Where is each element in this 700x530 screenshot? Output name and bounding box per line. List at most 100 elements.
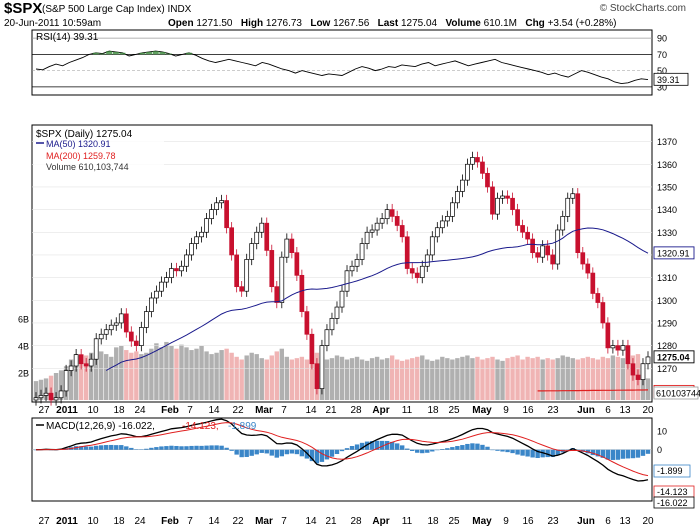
rsi-overbought-fill	[146, 51, 153, 55]
macd-x-tick-label: 23	[547, 516, 559, 527]
candle-body	[540, 245, 546, 258]
candle-body	[98, 333, 104, 340]
macd-x-tick-label: Jun	[577, 516, 595, 527]
candle-body	[485, 172, 490, 188]
candle-body	[645, 356, 651, 365]
volume-bar	[159, 347, 164, 400]
macd-histogram-bar	[214, 445, 219, 450]
volume-bar	[425, 359, 430, 400]
volume-bar	[430, 360, 435, 400]
macd-x-tick-label: 14	[305, 516, 317, 527]
candle-body	[68, 365, 74, 371]
volume-bar	[309, 355, 315, 400]
macd-histogram-bar	[640, 449, 646, 456]
candle-body	[635, 374, 641, 380]
candle-body	[194, 236, 199, 244]
brand-watermark[interactable]: © StockCharts.com	[599, 3, 686, 14]
volume-bar	[139, 354, 144, 400]
candle-body	[409, 268, 415, 274]
price-tick-label: 1280	[657, 341, 677, 351]
macd-histogram-bar	[425, 449, 430, 453]
candle-body	[530, 238, 535, 254]
macd-hist-value-label: -1.899	[657, 466, 683, 476]
volume-bar	[73, 354, 79, 400]
last-price-label: 1275.04	[657, 352, 690, 362]
macd-histogram-bar	[354, 444, 360, 450]
candle-body	[565, 197, 571, 217]
volume-bar	[284, 356, 290, 400]
candle-body	[349, 265, 355, 272]
volume-bar	[119, 346, 124, 400]
macd-histogram-bar	[505, 449, 510, 453]
volume-bar	[334, 355, 340, 400]
volume-value-box	[653, 386, 699, 400]
price-x-tick-label: 13	[619, 405, 631, 416]
candle-body	[630, 363, 636, 376]
volume-tick-label: 2B	[18, 369, 29, 379]
macd-histogram-bar	[279, 449, 285, 457]
macd-histogram-bar	[234, 449, 239, 455]
volume-bar	[515, 355, 520, 400]
macd-histogram-bar	[93, 445, 99, 450]
volume-bar	[269, 355, 274, 400]
candle-body	[510, 197, 515, 210]
macd-histogram-bar	[625, 449, 631, 459]
candle-body	[610, 345, 616, 349]
candle-body	[33, 397, 39, 401]
macd-histogram-bar	[139, 449, 144, 450]
macd-x-tick-label: 18	[113, 516, 125, 527]
rsi-overbought-fill	[119, 52, 126, 55]
rsi-value-label: 39.31	[657, 75, 680, 85]
candle-body	[384, 209, 390, 220]
macd-histogram-bar	[334, 449, 340, 455]
macd-histogram-bar	[174, 445, 179, 450]
candle-body	[475, 157, 480, 163]
volume-bar	[289, 359, 295, 400]
volume-bar	[299, 356, 305, 400]
macd-signal-line	[36, 422, 649, 477]
candle-body	[149, 297, 154, 312]
rsi-tick-label: 50	[657, 66, 667, 76]
macd-histogram-bar	[154, 447, 159, 450]
candle-body	[259, 222, 265, 233]
macd-histogram-bar	[475, 443, 480, 450]
macd-x-tick-label: 7	[187, 516, 193, 527]
macd-histogram-bar	[364, 441, 370, 450]
price-x-tick-label: 25	[448, 405, 460, 416]
macd-histogram-bar	[224, 447, 229, 450]
volume-bar	[329, 358, 335, 400]
quote-summary: Open 1271.50 High 1276.73 Low 1267.56 La…	[168, 18, 617, 29]
macd-x-tick-label: Apr	[372, 516, 389, 527]
macd-histogram-bar	[615, 449, 621, 460]
candle-body	[229, 227, 234, 256]
volume-bar	[590, 358, 596, 400]
candle-body	[605, 322, 611, 349]
volume-bar	[505, 358, 510, 400]
macd-histogram-bar	[545, 449, 550, 458]
volume-bar	[364, 360, 370, 400]
volume-bar	[565, 356, 570, 400]
candle-body	[249, 243, 255, 260]
price-x-tick-label: 14	[305, 405, 317, 416]
candle-body	[118, 313, 124, 324]
macd-histogram-bar	[129, 447, 134, 450]
volume-legend: Volume 610,103,744	[46, 162, 129, 172]
volume-bar	[224, 348, 229, 400]
candle-body	[570, 193, 576, 199]
candle-body	[470, 157, 475, 165]
macd-histogram-bar	[635, 449, 641, 458]
volume-bar	[234, 356, 239, 400]
volume-bar	[555, 358, 560, 400]
macd-legend-label: MACD(12,26,9) -16.022,	[46, 421, 155, 432]
macd-histogram-bar	[179, 446, 184, 450]
candle-body	[53, 397, 59, 401]
macd-signal-legend: -14.123,	[182, 421, 219, 432]
candle-body	[199, 231, 204, 238]
volume-bar	[259, 358, 264, 400]
volume-bar	[199, 346, 204, 400]
volume-bar	[189, 350, 194, 400]
macd-histogram-bar	[199, 445, 204, 450]
macd-histogram-bar	[525, 449, 530, 457]
macd-histogram-bar	[535, 449, 540, 459]
